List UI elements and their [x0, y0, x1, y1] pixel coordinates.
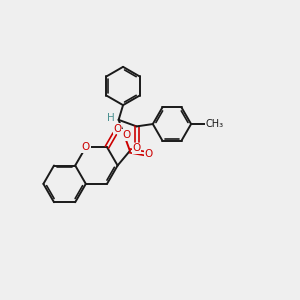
Text: O: O: [122, 130, 130, 140]
Text: O: O: [113, 124, 122, 134]
Text: O: O: [144, 149, 153, 159]
Text: O: O: [82, 142, 90, 152]
Text: O: O: [133, 143, 141, 154]
Text: CH₃: CH₃: [206, 119, 224, 129]
Text: H: H: [106, 113, 114, 123]
